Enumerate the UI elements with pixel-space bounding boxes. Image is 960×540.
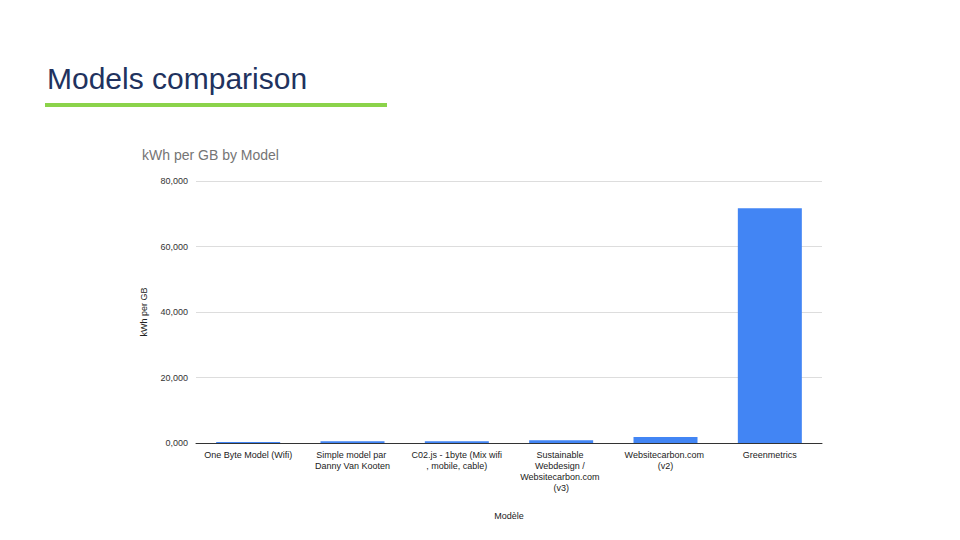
svg-text:60,000: 60,000	[160, 242, 188, 252]
svg-text:Websitecarbon.com: Websitecarbon.com	[625, 450, 707, 460]
svg-text:kWh per GB: kWh per GB	[139, 287, 149, 336]
svg-text:One Byte Model (Wifi): One Byte Model (Wifi)	[204, 450, 292, 460]
svg-text:, mobile, cable): , mobile, cable)	[426, 461, 487, 471]
svg-text:0,000: 0,000	[165, 438, 188, 448]
svg-text:Sustainable: Sustainable	[536, 450, 586, 460]
svg-text:Simple model par: Simple model par	[316, 450, 389, 460]
svg-text:Modèle: Modèle	[494, 511, 524, 521]
svg-text:80,000: 80,000	[160, 176, 188, 186]
svg-text:C02.js - 1byte (Mix wifi: C02.js - 1byte (Mix wifi	[412, 450, 503, 460]
svg-text:Models comparison: Models comparison	[47, 62, 307, 95]
svg-text:(v2): (v2)	[658, 461, 674, 471]
svg-text:Webdesign /: Webdesign /	[535, 461, 587, 471]
svg-text:Danny Van Kooten: Danny Van Kooten	[315, 461, 390, 471]
svg-text:Greenmetrics: Greenmetrics	[743, 450, 798, 460]
svg-text:40,000: 40,000	[160, 307, 188, 317]
svg-text:kWh per GB by Model: kWh per GB by Model	[142, 147, 279, 163]
svg-text:Websitecarbon.com: Websitecarbon.com	[520, 472, 602, 482]
svg-text:20,000: 20,000	[160, 373, 188, 383]
svg-text:(v3): (v3)	[553, 483, 569, 493]
